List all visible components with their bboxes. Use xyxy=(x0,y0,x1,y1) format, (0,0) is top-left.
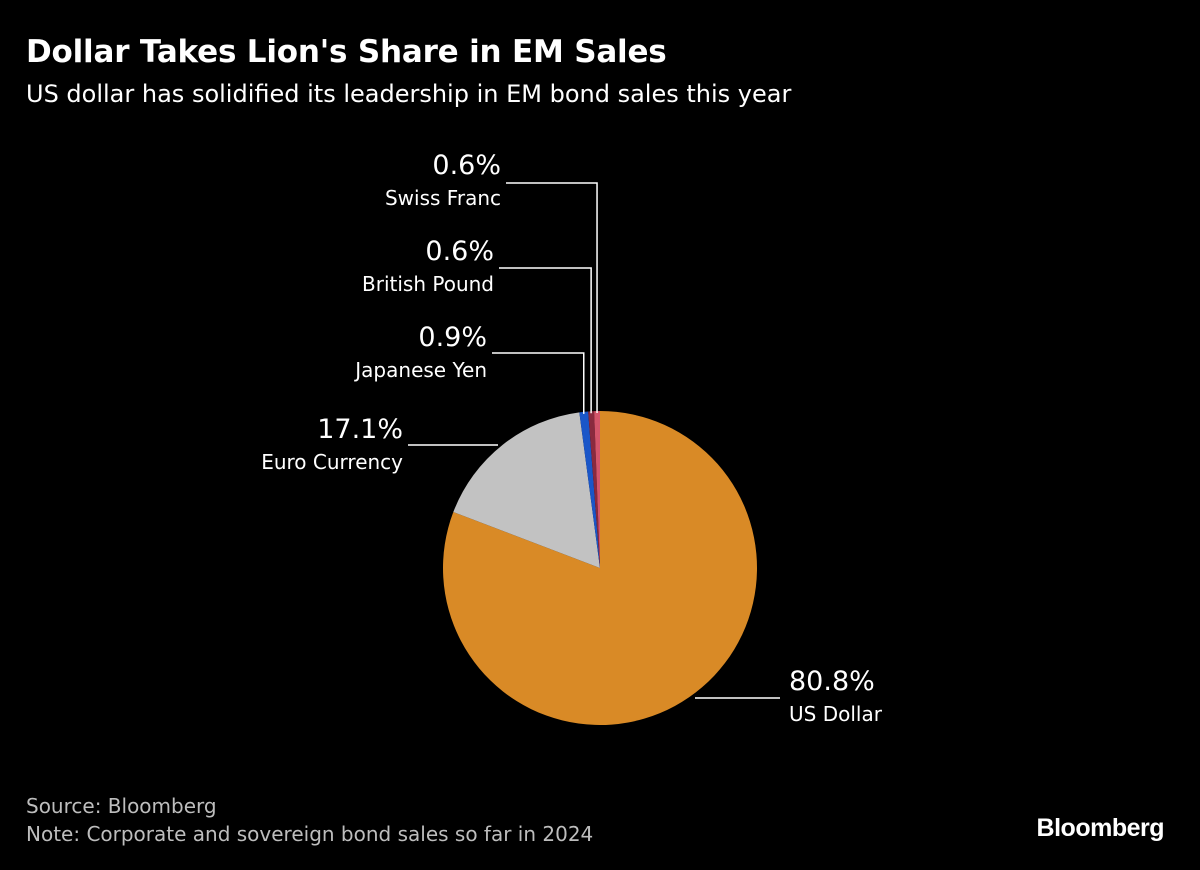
pie-slice-british-pound xyxy=(588,411,600,568)
category-label-japanese-yen: Japanese Yen xyxy=(353,358,487,382)
footnote: Note: Corporate and sovereign bond sales… xyxy=(26,822,594,846)
slice-labels: 80.8% US Dollar 17.1% Euro Currency 0.9% Japa… xyxy=(261,150,882,726)
pie-slice-japanese-yen xyxy=(579,411,600,568)
category-label-us-dollar: US Dollar xyxy=(789,702,883,726)
chart-subtitle: US dollar has solidified its leadership … xyxy=(26,80,792,108)
value-label-us-dollar: 80.8% xyxy=(789,666,875,697)
leader-lines xyxy=(408,182,780,699)
chart-title: Dollar Takes Lion's Share in EM Sales xyxy=(26,34,667,70)
pie-slice-swiss-franc xyxy=(594,411,600,568)
category-label-euro-currency: Euro Currency xyxy=(261,450,403,474)
pie-slices xyxy=(443,411,757,726)
category-label-british-pound: British Pound xyxy=(362,272,494,296)
source-note: Source: Bloomberg xyxy=(26,794,217,818)
leader-line-british-pound xyxy=(499,267,592,414)
pie-slice-euro-currency xyxy=(453,412,600,568)
value-label-japanese-yen: 0.9% xyxy=(418,322,487,353)
value-label-british-pound: 0.6% xyxy=(425,236,494,267)
bloomberg-logo: Bloomberg xyxy=(1036,814,1165,842)
category-label-swiss-franc: Swiss Franc xyxy=(385,186,501,210)
leader-line-swiss-franc xyxy=(506,182,598,414)
value-label-euro-currency: 17.1% xyxy=(317,414,403,445)
leader-line-japanese-yen xyxy=(492,352,585,414)
value-label-swiss-franc: 0.6% xyxy=(432,150,501,181)
